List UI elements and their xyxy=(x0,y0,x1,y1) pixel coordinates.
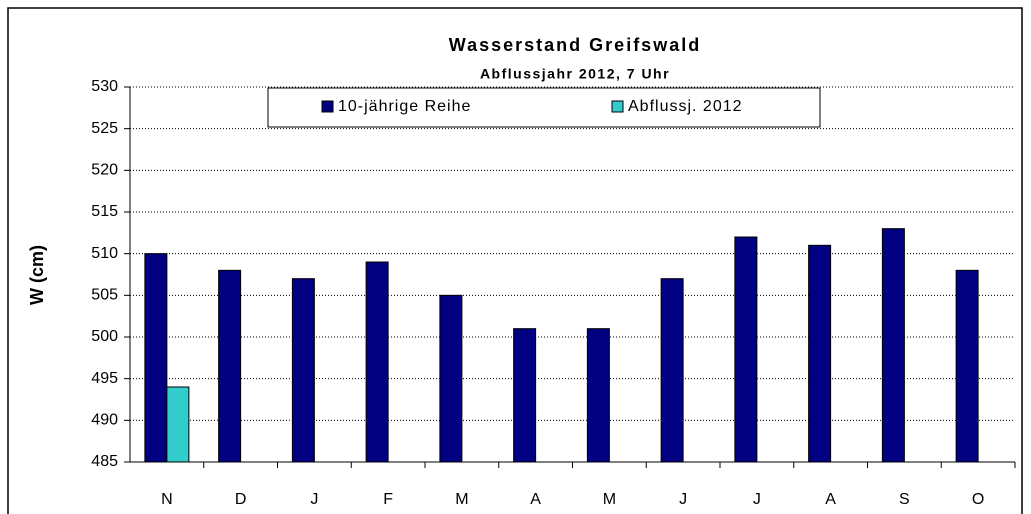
chart-subtitle: Abflussjahr 2012, 7 Uhr xyxy=(480,66,670,82)
x-tick-label: A xyxy=(825,491,836,508)
y-tick-label: 510 xyxy=(91,245,118,262)
x-tick-label: F xyxy=(383,491,393,508)
x-tick-label: S xyxy=(899,491,910,508)
bar xyxy=(586,328,610,463)
y-tick-label: 525 xyxy=(91,120,118,137)
y-tick-label: 490 xyxy=(91,412,118,429)
bar xyxy=(166,386,190,463)
bar xyxy=(291,278,315,463)
x-tick-label: J xyxy=(310,491,318,508)
legend-swatch xyxy=(321,100,334,113)
bar xyxy=(881,228,905,463)
x-tick-label: D xyxy=(235,491,247,508)
x-tick-label: O xyxy=(972,491,984,508)
x-tick-label: N xyxy=(161,491,173,508)
bar xyxy=(660,278,684,463)
bar xyxy=(144,253,168,463)
bar xyxy=(218,269,242,463)
y-tick-label: 500 xyxy=(91,328,118,345)
y-axis-label: W (cm) xyxy=(27,245,47,305)
legend-label: Abflussj. 2012 xyxy=(628,98,743,115)
x-tick-label: J xyxy=(679,491,687,508)
bar xyxy=(734,236,758,463)
y-tick-label: 495 xyxy=(91,370,118,387)
y-tick-label: 485 xyxy=(91,453,118,470)
legend-box xyxy=(267,87,821,128)
bar xyxy=(439,294,463,463)
legend-label: 10-jährige Reihe xyxy=(338,98,471,115)
x-tick-label: M xyxy=(603,491,616,508)
y-tick-label: 530 xyxy=(91,78,118,95)
x-tick-label: M xyxy=(455,491,468,508)
chart-title: Wasserstand Greifswald xyxy=(449,35,701,55)
y-tick-label: 515 xyxy=(91,203,118,220)
bar xyxy=(365,261,389,463)
x-tick-label: A xyxy=(530,491,541,508)
x-tick-label: J xyxy=(753,491,761,508)
y-tick-label: 520 xyxy=(91,162,118,179)
legend-swatch xyxy=(611,100,624,113)
bar xyxy=(955,269,979,463)
bar xyxy=(513,328,537,463)
bar xyxy=(808,244,832,463)
y-tick-label: 505 xyxy=(91,287,118,304)
